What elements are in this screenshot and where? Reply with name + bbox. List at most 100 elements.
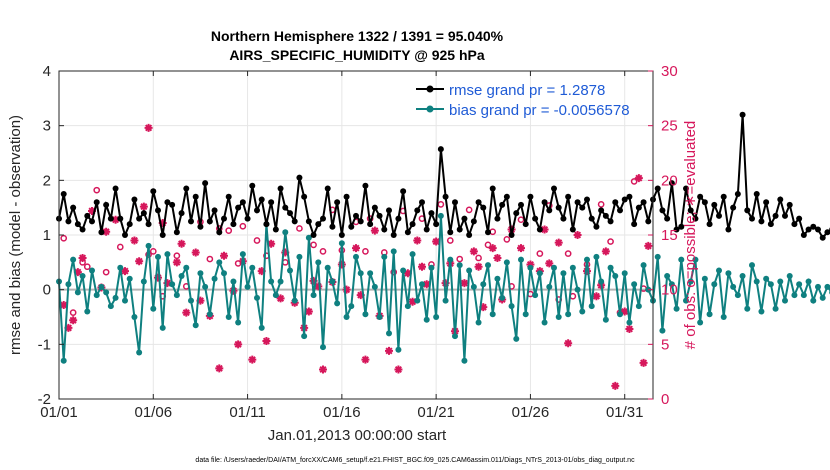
bias-point (508, 303, 515, 310)
obs-evaluated-marker (611, 381, 620, 390)
legend: rmse grand pr = 1.2878 bias grand pr = -… (416, 82, 630, 119)
obs-possible-marker (93, 186, 101, 194)
rmse-point (786, 201, 793, 208)
obs-evaluated-marker (385, 346, 393, 355)
y-tick-label: 0 (43, 282, 51, 299)
obs-evaluated-marker (59, 300, 68, 309)
obs-possible-marker (296, 225, 303, 232)
rmse-point (173, 229, 180, 236)
rmse-point (140, 210, 147, 217)
bias-point (532, 292, 539, 299)
bias-point (343, 314, 350, 320)
bias-point (282, 229, 289, 236)
rmse-point (447, 229, 454, 236)
legend-bias-label: bias grand pr = -0.0056578 (449, 102, 630, 119)
bias-point (93, 292, 100, 299)
bias-point (239, 251, 246, 258)
rmse-point (74, 221, 81, 228)
bias-point (107, 303, 114, 310)
rmse-point (197, 223, 204, 230)
obs-evaluated-marker (488, 244, 497, 253)
obs-evaluated-marker (309, 276, 318, 285)
bias-point (79, 273, 86, 279)
obs-evaluated-marker (422, 280, 431, 289)
obs-possible-marker (253, 237, 261, 244)
obs-possible-marker (597, 201, 605, 208)
bias-point (744, 305, 751, 312)
y-tick-label: 3 (43, 118, 51, 135)
bias-point (824, 283, 830, 290)
rmse-point (296, 174, 303, 181)
obs-evaluated-marker (361, 355, 370, 364)
bias-point (221, 270, 227, 277)
obs-possible-marker (465, 206, 473, 214)
rmse-point (701, 199, 708, 206)
bias-point (315, 259, 322, 266)
obs-evaluated-marker (573, 231, 582, 239)
obs-possible-marker (446, 237, 454, 244)
obs-evaluated-marker (432, 237, 441, 246)
obs-evaluated-marker (154, 273, 162, 282)
obs-evaluated-marker (177, 239, 186, 248)
rmse-point (122, 232, 128, 238)
bias-point (489, 311, 496, 318)
bias-point (371, 283, 378, 290)
rmse-point (791, 221, 798, 228)
bias-point (348, 303, 355, 310)
rmse-point (640, 199, 647, 206)
obs-possible-marker (310, 241, 317, 249)
bias-point (810, 297, 817, 304)
bias-point (305, 234, 312, 241)
rmse-point (593, 223, 600, 230)
rmse-point (617, 207, 623, 214)
rmse-point (598, 207, 605, 214)
bias-point (414, 297, 421, 304)
rmse-point (744, 207, 751, 214)
bias-point (338, 240, 345, 247)
obs-evaluated-marker (158, 218, 167, 227)
rmse-point (819, 234, 826, 241)
bias-point (612, 273, 619, 279)
bias-point (433, 314, 440, 320)
rmse-point (527, 193, 534, 200)
bias-point (598, 278, 605, 285)
rmse-point (579, 204, 586, 211)
rmse-point (159, 232, 166, 238)
rmse-point (244, 215, 251, 222)
rmse-point (626, 193, 633, 200)
bias-point (136, 349, 143, 356)
rmse-point (824, 229, 830, 236)
rmse-point (602, 212, 609, 219)
bias-point (617, 311, 623, 318)
bias-point (447, 256, 454, 263)
bias-point (659, 327, 666, 334)
bias-point (404, 303, 411, 310)
rmse-point (254, 207, 260, 214)
obs-evaluated-marker (644, 241, 653, 250)
obs-evaluated-marker (314, 282, 323, 291)
bias-point (169, 281, 176, 288)
rmse-point (692, 215, 699, 222)
rmse-point (357, 218, 364, 225)
rmse-point (513, 210, 520, 217)
rmse-point (546, 207, 553, 214)
obs-evaluated-marker (460, 279, 469, 288)
rmse-point (796, 215, 803, 222)
bias-point (706, 311, 713, 318)
bias-point (720, 314, 727, 320)
y2-axis-ticks: 0 5 10 15 20 25 30 (648, 63, 678, 408)
obs-possible-marker (503, 236, 511, 243)
bias-point (494, 275, 501, 282)
rmse-point (79, 226, 86, 233)
obs-evaluated-marker (526, 260, 535, 269)
rmse-point (452, 199, 458, 206)
bias-point (753, 278, 760, 285)
rmse-point (815, 226, 821, 233)
bias-point (437, 212, 444, 219)
rmse-point (107, 215, 114, 222)
obs-evaluated-marker (493, 253, 502, 262)
obs-possible-marker (536, 250, 544, 257)
rmse-point (287, 210, 293, 217)
bias-point (730, 283, 737, 290)
